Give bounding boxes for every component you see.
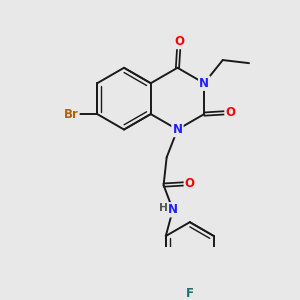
Text: Br: Br	[64, 108, 79, 121]
Text: F: F	[186, 287, 194, 300]
Text: O: O	[174, 35, 184, 48]
Text: H: H	[159, 203, 167, 213]
Text: N: N	[172, 123, 182, 136]
Text: N: N	[168, 203, 178, 216]
Text: N: N	[199, 77, 209, 90]
Text: O: O	[226, 106, 236, 119]
Text: O: O	[185, 177, 195, 190]
